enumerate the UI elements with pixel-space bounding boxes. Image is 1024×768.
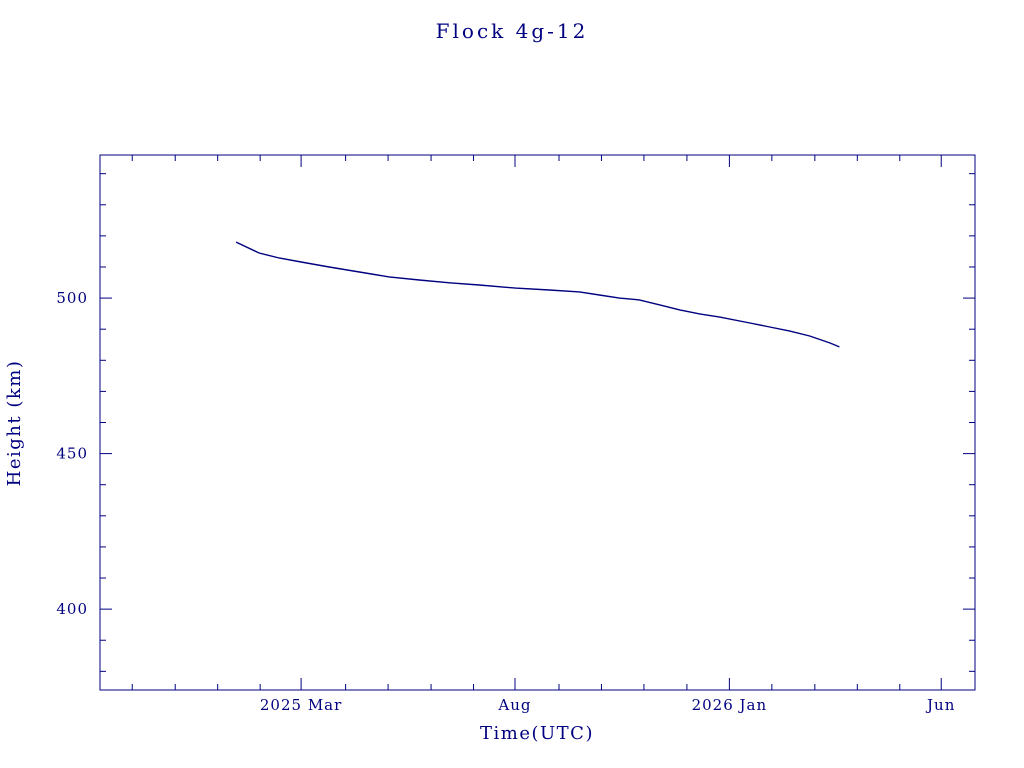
x-tick-label: 2025 Mar [260,696,342,714]
y-axis-label: Height (km) [4,360,25,487]
x-tick-label: Aug [497,696,531,714]
plot-area-border [99,154,976,691]
y-tick-label: 400 [56,600,88,618]
height-series-line [235,241,840,348]
chart-title: Flock 4g-12 [436,19,589,43]
axis-ticks [100,155,975,690]
y-tick-label: 450 [56,445,88,463]
x-tick-label: 2026 Jan [692,696,768,714]
x-axis-label: Time(UTC) [480,723,594,744]
tick-labels: 2025 Mar Aug 2026 Jan Jun 400 450 500 [56,289,955,714]
x-tick-label: Jun [925,696,955,714]
y-tick-label: 500 [56,289,88,307]
